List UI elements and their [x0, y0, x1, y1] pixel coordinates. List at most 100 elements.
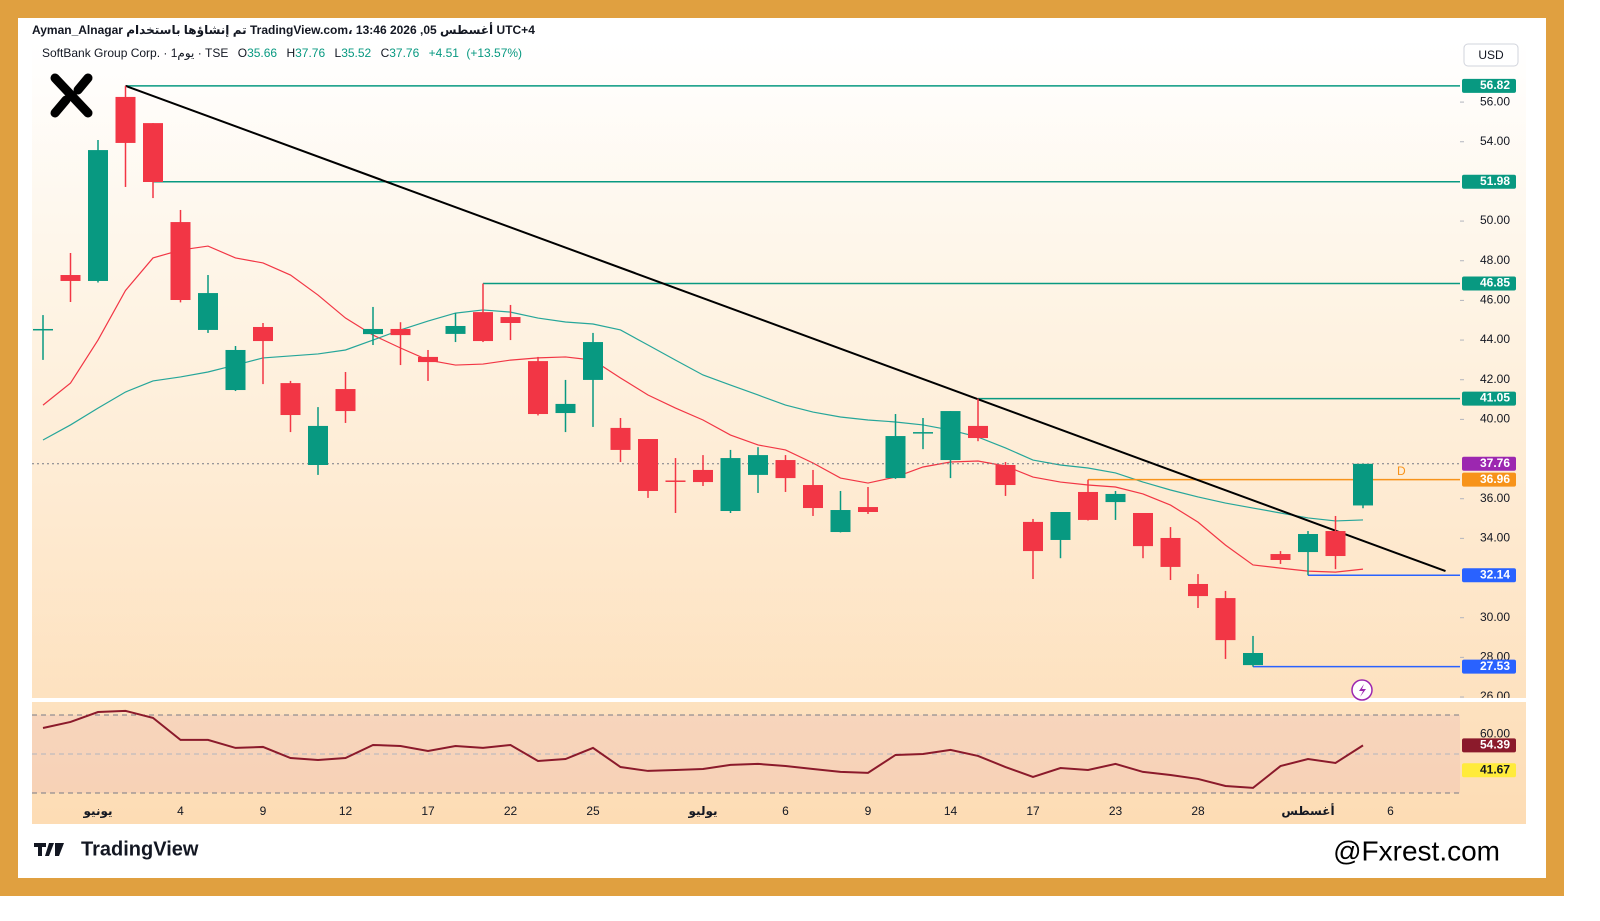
candle-body: [88, 150, 108, 281]
frame: [0, 0, 1564, 896]
x-tick-label: 23: [1109, 804, 1123, 818]
level-label: 36.96: [1480, 472, 1510, 486]
candle-body: [1243, 653, 1263, 666]
level-marker: D: [1397, 464, 1406, 478]
x-tick-label: 6: [782, 804, 789, 818]
candle-body: [170, 222, 191, 301]
currency-button[interactable]: [1463, 43, 1519, 67]
candle-body: [115, 96, 136, 143]
plot: 56.00 54.00 50.00 48.00 46.00 44.00 42.00 40.00…: [32, 78, 1516, 819]
candle-body: [198, 293, 218, 330]
x-tick-label: 6: [1387, 804, 1394, 818]
x-tick-label: 9: [260, 804, 267, 818]
x-tick-label: 22: [504, 804, 518, 818]
watermark: @Fxrest.com: [1333, 835, 1500, 866]
candle-body: [528, 361, 548, 415]
candle-body: [143, 123, 163, 183]
level-label: 46.85: [1480, 276, 1510, 290]
level-label: 27.53: [1480, 659, 1510, 673]
candle-body: [940, 411, 961, 461]
level-label: 51.98: [1480, 174, 1510, 188]
candle-body: [638, 439, 658, 491]
candle-body: [363, 328, 383, 335]
candle-body: [390, 328, 411, 336]
candle-body: [610, 427, 631, 450]
last-price-label: 37.76: [1480, 456, 1510, 470]
y-tick-label: 40.00: [1480, 412, 1510, 426]
candle-body: [995, 465, 1016, 486]
level-label-bg: [1462, 472, 1516, 487]
y-tick-label: 30.00: [1480, 610, 1510, 624]
y-tick-label: 36.00: [1480, 491, 1510, 505]
y-tick-label: 42.00: [1480, 372, 1510, 386]
rsi-ma-label: 41.67: [1480, 762, 1510, 776]
candle-body: [830, 510, 851, 533]
y-tick-label: 34.00: [1480, 531, 1510, 545]
candle-body: [335, 389, 356, 412]
candle-body: [885, 436, 906, 479]
x-tick-label: 14: [944, 804, 958, 818]
author-line: Ayman_Alnagar تم إنشاؤها باستخدام Tradin…: [32, 22, 535, 38]
candle-body: [500, 317, 521, 324]
candle-body: [1078, 491, 1098, 520]
candle-body: [225, 349, 246, 391]
rsi-tick-label: 60.00: [1480, 727, 1510, 741]
candle-body: [555, 403, 576, 414]
x-tick-label: 25: [586, 804, 600, 818]
x-tick-label: 9: [865, 804, 872, 818]
candle-body: [693, 469, 713, 483]
level-label: 56.82: [1480, 78, 1510, 92]
logo-stroke: [50, 73, 93, 118]
rsi-ma-label-bg: [1462, 763, 1516, 778]
y-tick-label: 48.00: [1480, 253, 1510, 267]
x-tick-label: 12: [339, 804, 353, 818]
candle-body: [1133, 512, 1153, 547]
candle-body: [280, 383, 301, 416]
x-tick-label: 17: [421, 804, 435, 818]
candle-body: [1023, 521, 1043, 552]
event-bolt: [1359, 684, 1366, 697]
candle-body: [775, 460, 796, 479]
moving-average: [42, 245, 1364, 573]
x-tick-label: أغسطس: [1281, 803, 1334, 818]
candle-body: [1325, 531, 1346, 557]
candle-body: [445, 325, 466, 334]
x-tick-label: يونيو: [83, 804, 113, 819]
level-label-bg: [1462, 174, 1516, 189]
x-tick-label: 17: [1026, 804, 1040, 818]
candle-body: [1353, 463, 1373, 506]
logo-x: [50, 73, 93, 118]
y-tick-label: 44.00: [1480, 332, 1510, 346]
x-tick-label: يوليو: [688, 804, 718, 819]
h-label: H: [286, 46, 295, 60]
y-tick-label: 46.00: [1480, 293, 1510, 307]
candle-body: [308, 425, 328, 465]
o-label: O: [238, 46, 247, 60]
candle-body: [1050, 512, 1071, 540]
candle-body: [968, 425, 988, 439]
candle-body: [33, 328, 53, 331]
x-tick-label: 28: [1191, 804, 1205, 818]
chart-bg: [32, 42, 1526, 824]
last-price-label-bg: [1462, 456, 1516, 471]
level-label: 32.14: [1480, 567, 1510, 581]
h-value: 37.76: [295, 46, 325, 60]
c-value: 37.76: [389, 46, 419, 60]
rsi-line: [42, 709, 1364, 789]
candle-body: [720, 458, 741, 512]
x-tick-label: 4: [177, 804, 184, 818]
candle-body: [473, 312, 493, 342]
candle-body: [913, 432, 933, 434]
y-tick-label: 56.00: [1480, 94, 1510, 108]
candle-body: [1298, 534, 1318, 553]
candle-body: [253, 326, 273, 342]
level-label-bg: [1462, 568, 1516, 583]
brand-mark: [34, 843, 64, 856]
candle-body: [665, 480, 686, 482]
candle-body: [1188, 583, 1208, 597]
brand: TradingView: [81, 838, 199, 860]
level-label-bg: [1462, 78, 1516, 93]
currency[interactable]: USD: [1478, 48, 1504, 62]
candle-body: [1215, 598, 1236, 641]
